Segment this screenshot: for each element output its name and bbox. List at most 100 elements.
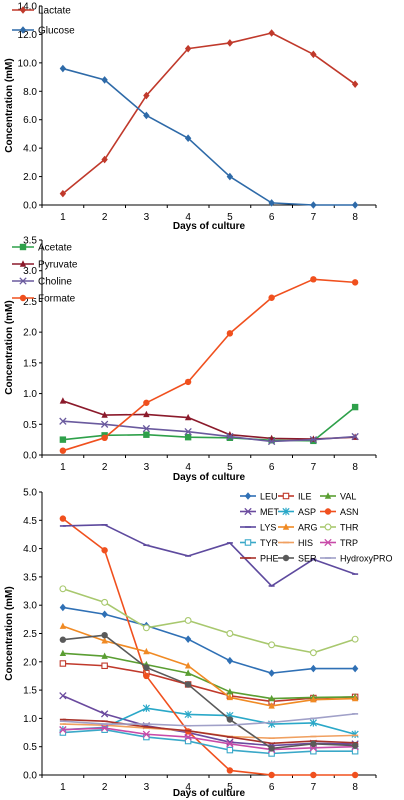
data-point	[184, 681, 192, 688]
data-point	[351, 730, 359, 738]
series-arg	[59, 622, 359, 709]
data-point	[59, 729, 67, 736]
data-point	[101, 610, 108, 619]
x-tick-label: 5	[227, 212, 233, 223]
y-tick-label: 4.5	[23, 516, 37, 527]
data-point	[143, 431, 150, 438]
data-point	[184, 44, 192, 53]
y-tick-label: 0.0	[23, 771, 37, 782]
data-point	[351, 80, 359, 88]
data-point	[143, 727, 150, 729]
data-point	[100, 710, 109, 718]
axes: 0.0 0.5 1.0 1.5 2.0 2.5 3.0 3.5 1 2 3 4 5 6 7 8	[23, 236, 377, 473]
data-point	[184, 669, 192, 676]
data-point	[268, 702, 275, 709]
data-point	[59, 417, 67, 425]
data-point	[310, 735, 317, 738]
data-point	[184, 378, 192, 386]
legend-entry: Glucose	[12, 26, 75, 37]
data-point	[310, 50, 317, 59]
legend-label: Acetate	[38, 243, 72, 254]
series-line	[62, 32, 356, 195]
series-line	[62, 588, 356, 654]
x-tick-label: 1	[60, 782, 66, 793]
data-point	[351, 771, 359, 779]
x-tick-label: 2	[102, 782, 108, 793]
legend-swatch-marker	[245, 557, 251, 559]
y-tick-label: 0.5	[23, 742, 37, 753]
data-point	[310, 771, 317, 779]
data-point	[268, 721, 275, 724]
data-point	[59, 447, 67, 454]
legend-entry: ASP	[278, 507, 316, 517]
data-point	[310, 558, 317, 561]
legend-swatch-marker	[324, 492, 332, 499]
chart-panel-2: 0.0 0.5 1.0 1.5 2.0 2.5 3.0 3.5 1 2 3 4 5 6 7 8 Days of …	[4, 236, 377, 483]
data-point	[142, 730, 151, 738]
data-point	[184, 737, 192, 745]
legend-label: LYS	[260, 523, 276, 533]
legend-entry: ILE	[278, 492, 312, 502]
y-tick-label: 0.0	[23, 451, 37, 462]
legend-swatch-marker	[282, 507, 290, 516]
x-tick-label: 8	[352, 462, 358, 473]
legend-label: Glucose	[38, 26, 75, 37]
x-tick-label: 7	[311, 462, 317, 473]
data-point	[309, 649, 317, 657]
legend-label: Choline	[38, 277, 72, 288]
series-line	[62, 695, 356, 747]
series-lactate	[59, 29, 359, 198]
series-lys	[59, 524, 359, 587]
data-point	[143, 91, 150, 100]
x-tick-label: 6	[269, 782, 275, 793]
series-line	[62, 606, 356, 674]
legend-entry: Lactate	[12, 6, 71, 17]
x-axis-title: Days of culture	[173, 788, 246, 799]
data-point	[226, 740, 234, 748]
legend-label: LEU	[260, 492, 278, 502]
data-point	[268, 694, 275, 702]
data-point	[59, 397, 67, 404]
data-point	[185, 724, 192, 727]
data-point	[143, 647, 150, 655]
data-point	[185, 730, 192, 732]
series-line	[62, 67, 356, 206]
legend-swatch-marker	[19, 26, 27, 34]
legend-entry: TYR	[240, 538, 279, 548]
data-point	[351, 403, 359, 411]
legend-entry: LYS	[240, 523, 276, 533]
data-point	[351, 201, 359, 209]
legend-label: THR	[340, 523, 359, 533]
legend-entry: PHE	[240, 554, 279, 564]
legend-swatch-marker	[245, 526, 251, 528]
legend: Acetate Pyruvate Choline Formate	[12, 243, 78, 305]
x-tick-label: 7	[311, 782, 317, 793]
data-point	[226, 542, 233, 544]
legend-entry: TRP	[320, 538, 358, 548]
y-tick-label: 2.0	[23, 172, 37, 183]
legend-swatch-marker	[19, 6, 27, 14]
data-point	[226, 39, 234, 47]
legend: Lactate Glucose	[12, 6, 75, 37]
data-point	[101, 720, 108, 723]
data-point	[142, 624, 150, 632]
data-point	[101, 724, 108, 726]
data-point	[268, 742, 275, 745]
data-point	[351, 635, 359, 643]
chart-panel-1: 0.0 2.0 4.0 6.0 8.0 10.0 12.0 14.0 1 2 3 4 5 6 7 8 Days …	[4, 2, 377, 232]
y-tick-label: 2.5	[23, 629, 37, 640]
x-tick-label: 5	[227, 782, 233, 793]
series-hydroxypro	[59, 713, 359, 727]
data-point	[226, 767, 234, 774]
y-tick-label: 3.0	[23, 266, 37, 277]
y-tick-label: 4.0	[23, 544, 37, 555]
legend-label: PHE	[260, 554, 279, 564]
data-point	[310, 276, 317, 283]
data-point	[143, 399, 150, 406]
y-tick-label: 5.0	[23, 488, 37, 499]
data-point	[101, 662, 108, 670]
legend-swatch-marker	[324, 508, 332, 515]
x-tick-label: 4	[185, 212, 191, 223]
y-tick-label: 10.0	[18, 58, 38, 69]
x-tick-label: 6	[269, 212, 275, 223]
